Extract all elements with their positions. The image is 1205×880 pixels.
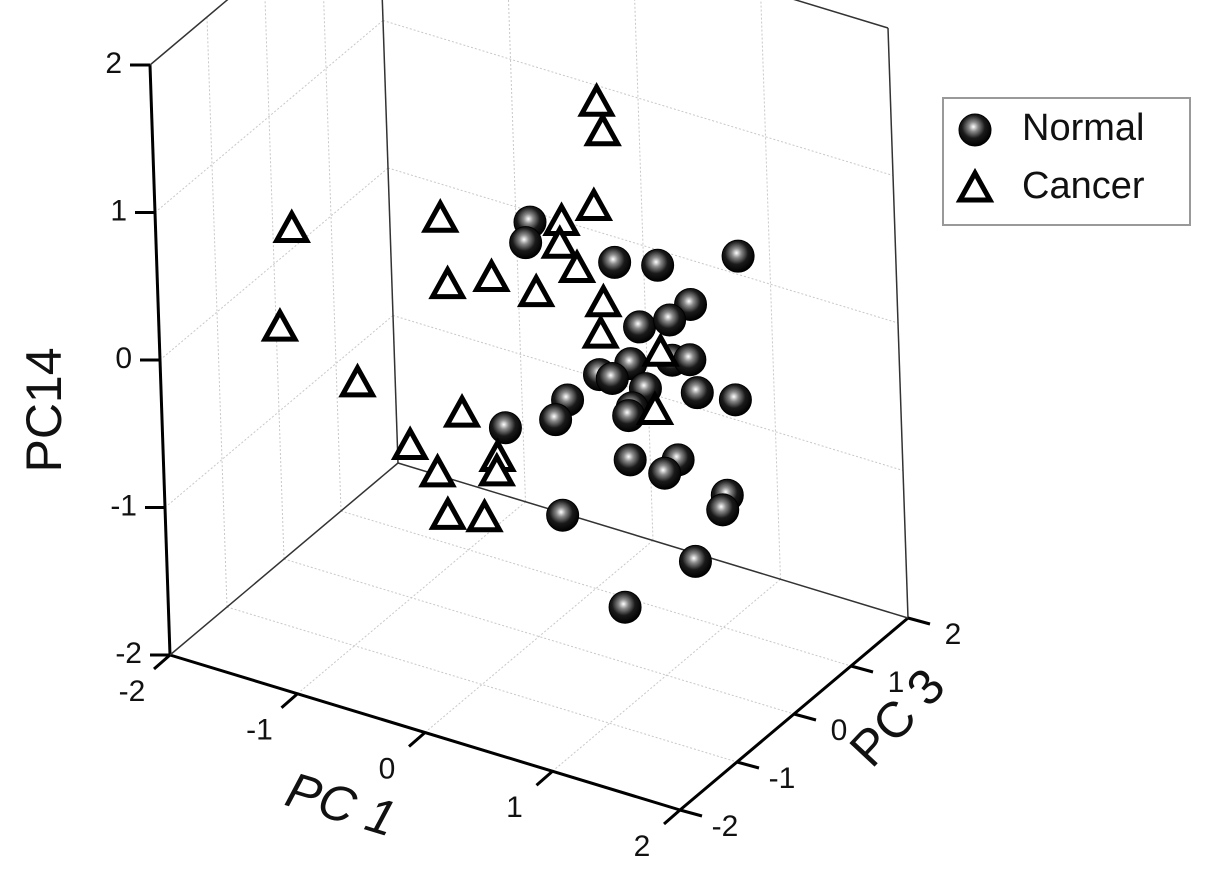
point xyxy=(583,111,622,147)
marks-layer xyxy=(260,82,755,624)
x-tick-label: 2 xyxy=(634,830,651,863)
point xyxy=(539,403,573,437)
point xyxy=(678,544,712,578)
box-edge xyxy=(793,0,889,29)
point xyxy=(574,186,614,221)
point xyxy=(390,425,430,461)
point xyxy=(718,383,752,417)
y-tick-label: 0 xyxy=(831,714,848,747)
box-edge xyxy=(169,462,399,656)
y-tick-label: -1 xyxy=(769,762,796,795)
point xyxy=(581,313,620,349)
grid-line xyxy=(387,167,899,324)
legend-marker xyxy=(955,167,995,203)
x-tick-label: -1 xyxy=(246,714,273,747)
x-tick xyxy=(280,692,299,709)
point xyxy=(584,282,623,318)
legend-label: Cancer xyxy=(1022,165,1145,207)
y-tick-label: -2 xyxy=(712,810,739,843)
z-tick-label: 1 xyxy=(110,194,127,227)
point xyxy=(680,376,714,410)
y-tick xyxy=(679,808,703,818)
point xyxy=(472,257,511,293)
grid-line xyxy=(552,578,781,772)
point xyxy=(272,208,311,244)
point xyxy=(598,245,632,279)
z-tick-label: -1 xyxy=(110,489,137,522)
grid-line xyxy=(760,0,781,580)
grid-line xyxy=(392,315,904,471)
point xyxy=(509,226,543,260)
legend: Normal Cancer xyxy=(942,97,1191,226)
y-tick xyxy=(736,760,760,770)
point xyxy=(595,361,629,395)
box-edge xyxy=(887,27,909,619)
legend-label: Normal xyxy=(1022,107,1144,149)
legend-marker xyxy=(958,113,992,147)
y-tick xyxy=(850,664,874,674)
z-tick-label: 2 xyxy=(105,47,122,80)
point xyxy=(477,451,517,487)
point xyxy=(673,343,707,377)
point xyxy=(488,411,522,445)
point xyxy=(421,198,460,233)
point xyxy=(338,362,377,398)
box-edge xyxy=(149,0,229,66)
x-tick-label: 0 xyxy=(379,752,396,785)
grid-line xyxy=(323,0,342,512)
point xyxy=(653,303,687,337)
point xyxy=(516,272,556,308)
y-tick xyxy=(907,616,931,626)
grid-line xyxy=(164,315,394,508)
point xyxy=(613,443,647,477)
point xyxy=(546,498,580,532)
grid-line xyxy=(264,0,285,560)
x-tick xyxy=(535,770,554,787)
point xyxy=(260,306,300,342)
x-tick-label: -2 xyxy=(119,675,146,708)
point xyxy=(540,224,580,259)
point xyxy=(635,390,675,425)
box-edge xyxy=(397,462,909,619)
z-axis-title: PC14 xyxy=(16,347,72,472)
point xyxy=(428,264,467,300)
point xyxy=(641,248,675,282)
z-tick-label: -2 xyxy=(115,637,142,670)
point xyxy=(648,456,682,490)
y-tick-label: 2 xyxy=(945,618,962,651)
point xyxy=(428,495,468,530)
grid-line xyxy=(149,0,228,66)
grid-line xyxy=(382,20,894,176)
grid-line xyxy=(206,16,228,608)
point xyxy=(577,82,616,117)
point xyxy=(706,493,740,527)
x-tick xyxy=(153,653,171,671)
point xyxy=(641,332,680,367)
point xyxy=(418,452,457,488)
point xyxy=(608,590,642,624)
grid-line xyxy=(154,20,384,213)
point xyxy=(721,239,755,273)
x-tick xyxy=(408,731,426,748)
grid-line xyxy=(424,540,654,733)
grid-line xyxy=(340,510,852,667)
grid-line xyxy=(159,167,389,361)
grid-line xyxy=(226,606,738,763)
box-edge xyxy=(381,0,399,464)
point xyxy=(465,497,504,533)
grid-line xyxy=(283,558,795,715)
y-tick-label: 1 xyxy=(888,666,905,699)
point xyxy=(623,310,657,344)
point xyxy=(442,392,482,428)
y-tick xyxy=(793,712,817,722)
frame-layer xyxy=(130,0,931,826)
x-tick-label: 1 xyxy=(506,791,523,824)
x-tick xyxy=(663,808,681,826)
grid-layer xyxy=(149,0,909,811)
z-tick-label: 0 xyxy=(115,342,132,375)
point xyxy=(612,399,646,433)
point xyxy=(557,248,597,283)
